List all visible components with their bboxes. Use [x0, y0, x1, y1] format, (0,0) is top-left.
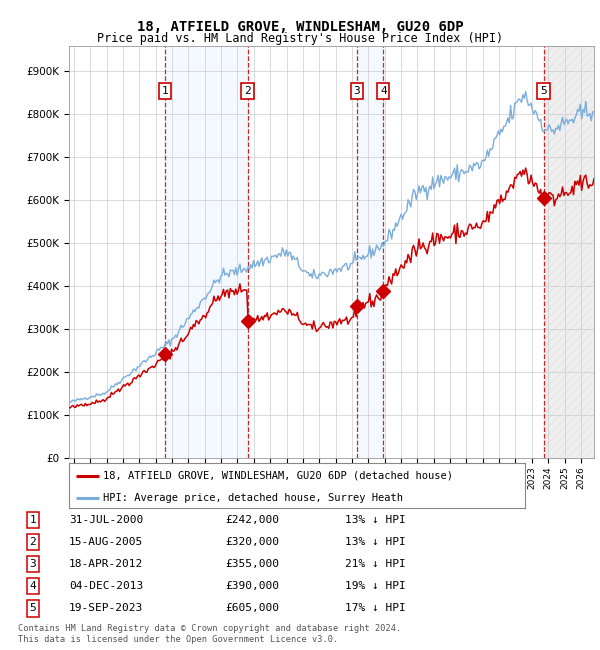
Text: 04-DEC-2013: 04-DEC-2013 [69, 581, 143, 592]
Text: This data is licensed under the Open Government Licence v3.0.: This data is licensed under the Open Gov… [18, 634, 338, 644]
Text: 4: 4 [29, 581, 37, 592]
Text: 31-JUL-2000: 31-JUL-2000 [69, 515, 143, 525]
Text: £320,000: £320,000 [225, 537, 279, 547]
Text: 17% ↓ HPI: 17% ↓ HPI [345, 603, 406, 614]
Text: 18, ATFIELD GROVE, WINDLESHAM, GU20 6DP: 18, ATFIELD GROVE, WINDLESHAM, GU20 6DP [137, 20, 463, 34]
Text: 19% ↓ HPI: 19% ↓ HPI [345, 581, 406, 592]
Text: HPI: Average price, detached house, Surrey Heath: HPI: Average price, detached house, Surr… [103, 493, 403, 503]
Text: 13% ↓ HPI: 13% ↓ HPI [345, 537, 406, 547]
Text: 18-APR-2012: 18-APR-2012 [69, 559, 143, 569]
Bar [357, 46, 383, 458]
Text: 5: 5 [29, 603, 37, 614]
Text: £605,000: £605,000 [225, 603, 279, 614]
Bar [544, 46, 600, 458]
Text: 4: 4 [380, 86, 387, 96]
Text: Price paid vs. HM Land Registry's House Price Index (HPI): Price paid vs. HM Land Registry's House … [97, 32, 503, 45]
Text: 21% ↓ HPI: 21% ↓ HPI [345, 559, 406, 569]
Text: £390,000: £390,000 [225, 581, 279, 592]
Text: 1: 1 [162, 86, 169, 96]
Text: 3: 3 [29, 559, 37, 569]
Text: 2: 2 [244, 86, 251, 96]
Text: 1: 1 [29, 515, 37, 525]
Text: 13% ↓ HPI: 13% ↓ HPI [345, 515, 406, 525]
Bar [165, 46, 248, 458]
Text: £242,000: £242,000 [225, 515, 279, 525]
Text: 19-SEP-2023: 19-SEP-2023 [69, 603, 143, 614]
Text: 2: 2 [29, 537, 37, 547]
Bar [544, 46, 600, 458]
Text: Contains HM Land Registry data © Crown copyright and database right 2024.: Contains HM Land Registry data © Crown c… [18, 624, 401, 633]
Text: £355,000: £355,000 [225, 559, 279, 569]
Text: 5: 5 [540, 86, 547, 96]
Text: 18, ATFIELD GROVE, WINDLESHAM, GU20 6DP (detached house): 18, ATFIELD GROVE, WINDLESHAM, GU20 6DP … [103, 471, 453, 480]
Text: 3: 3 [353, 86, 360, 96]
Text: 15-AUG-2005: 15-AUG-2005 [69, 537, 143, 547]
